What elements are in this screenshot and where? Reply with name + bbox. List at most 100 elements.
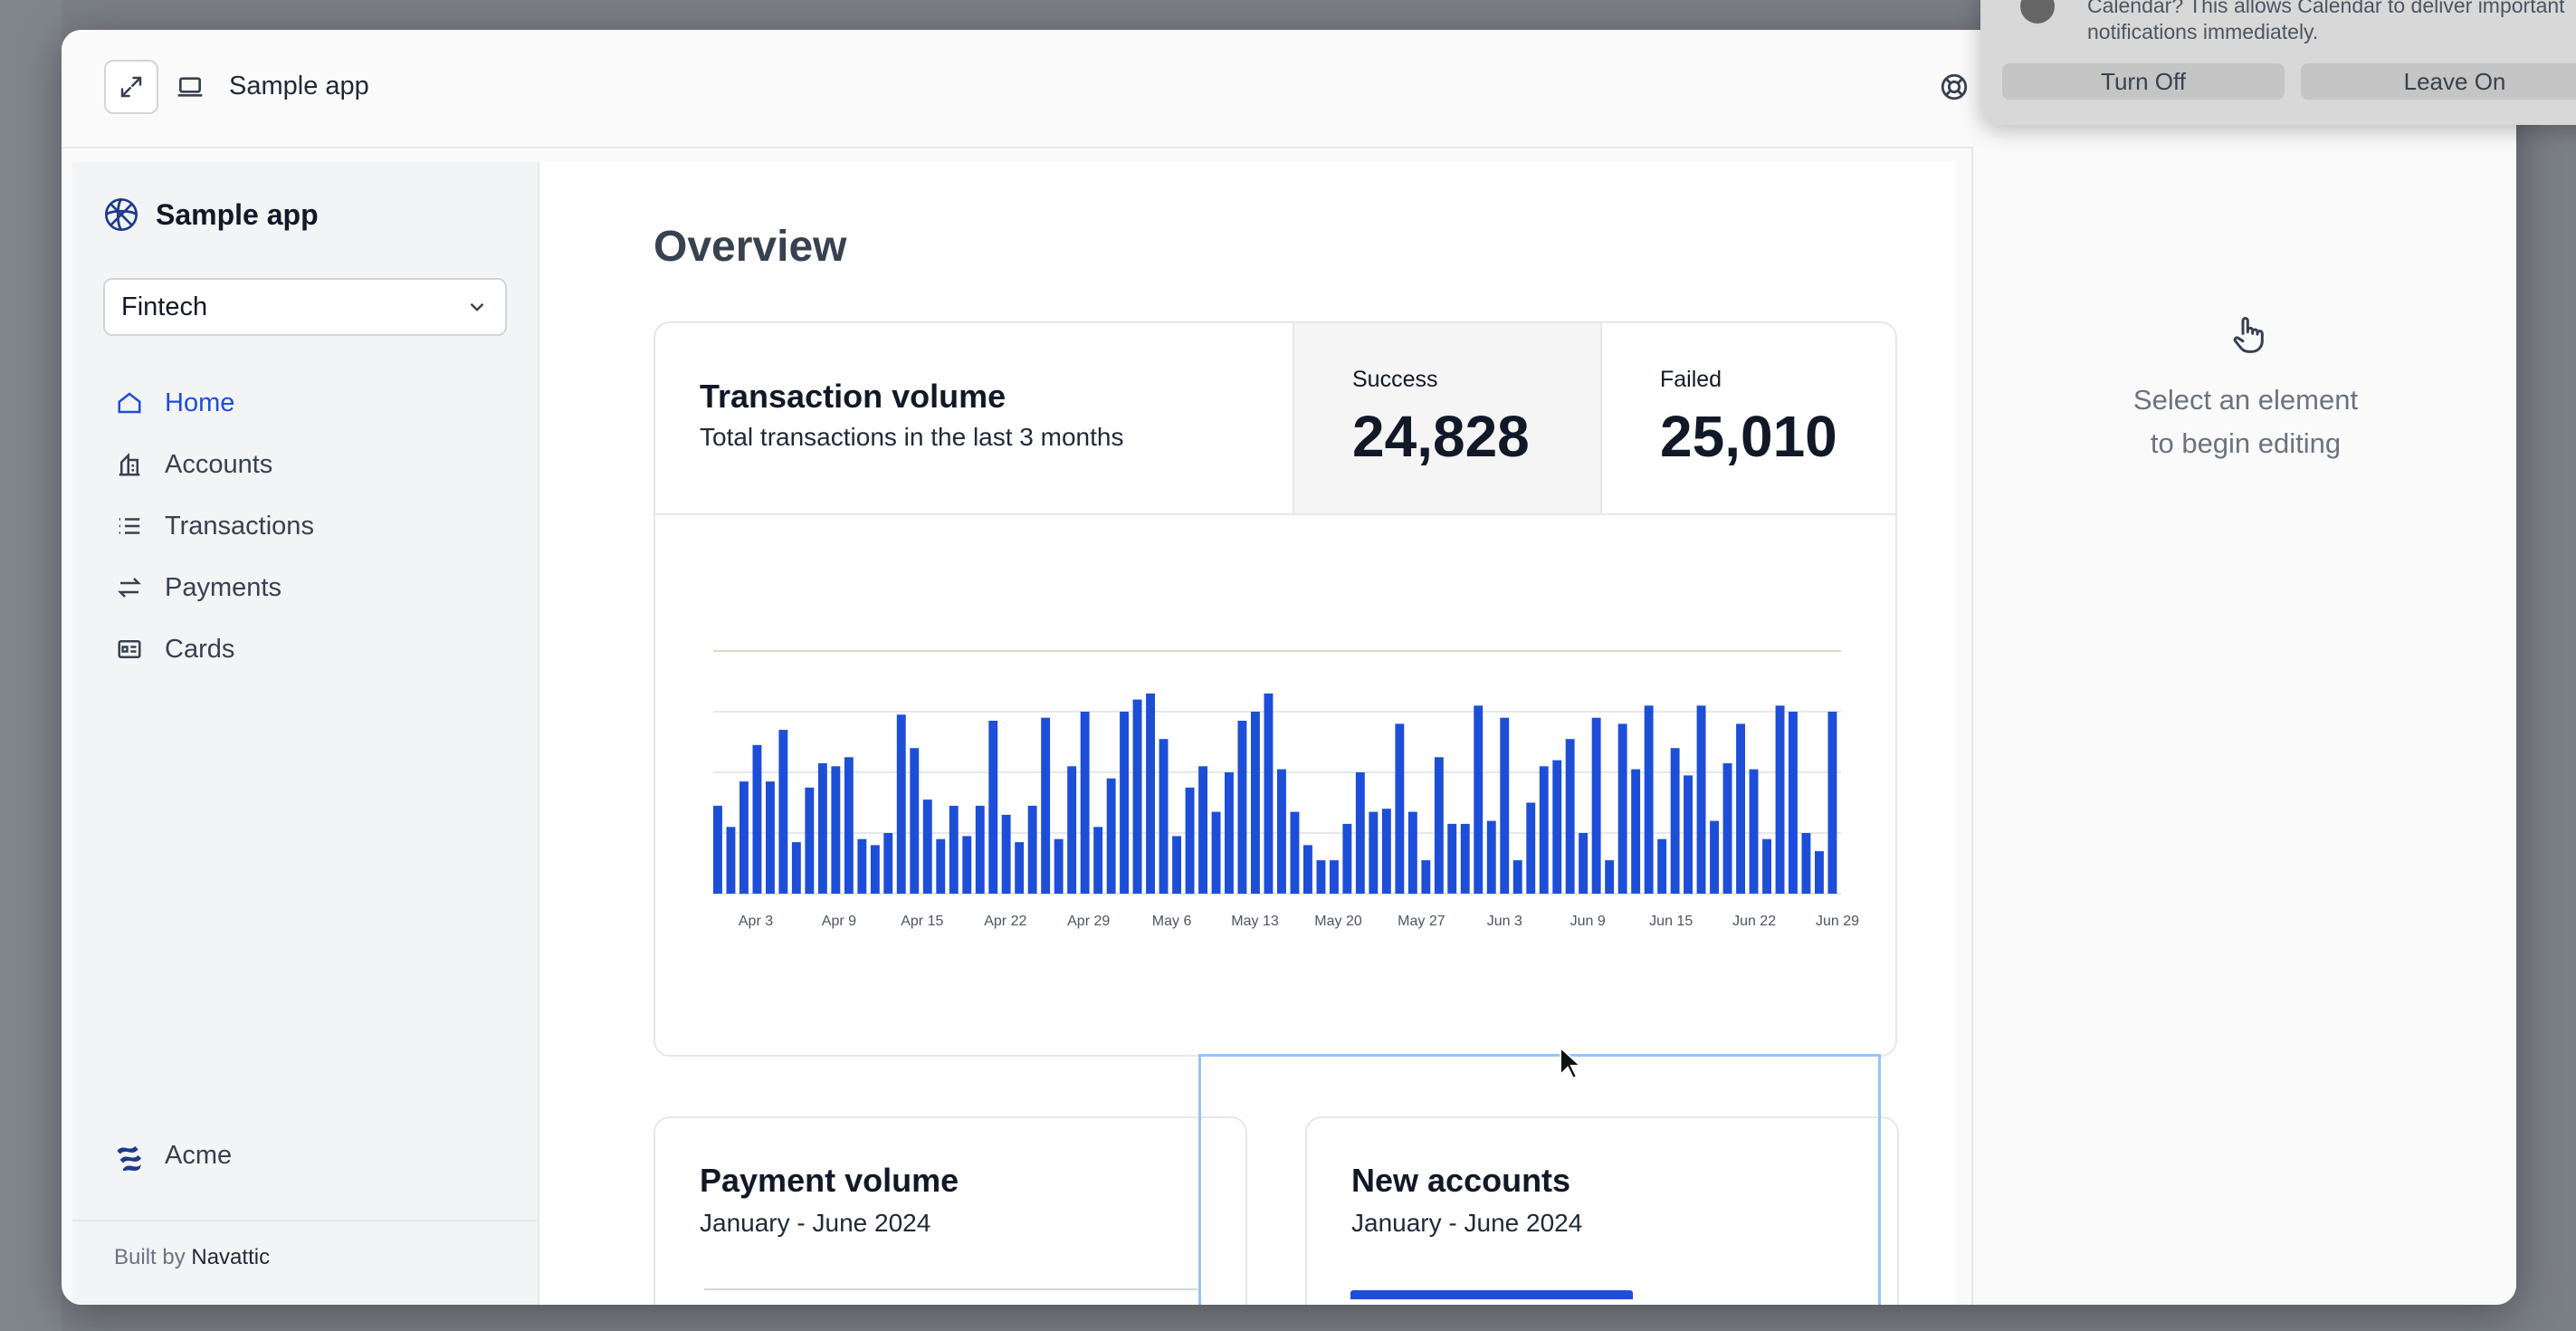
- chart-bar[interactable]: [1801, 833, 1811, 894]
- chart-bar[interactable]: [1500, 717, 1510, 894]
- chart-bar[interactable]: [1198, 766, 1207, 894]
- chart-bar[interactable]: [713, 805, 722, 894]
- payment-volume-card[interactable]: Payment volume January - June 2024: [654, 1116, 1247, 1305]
- chart-bar[interactable]: [910, 748, 920, 894]
- chart-bar[interactable]: [817, 763, 827, 894]
- lifebuoy-icon[interactable]: [1939, 72, 1970, 102]
- chart-bar[interactable]: [1407, 811, 1417, 895]
- chart-bar[interactable]: [1303, 845, 1312, 894]
- chart-bar[interactable]: [1172, 836, 1181, 894]
- chart-bar[interactable]: [1434, 757, 1444, 895]
- chart-bar[interactable]: [1762, 838, 1771, 894]
- chart-bar[interactable]: [1277, 769, 1286, 894]
- chart-bar[interactable]: [1605, 860, 1615, 894]
- sidebar-item-cards[interactable]: Cards: [114, 618, 314, 680]
- chart-bar[interactable]: [1512, 860, 1522, 894]
- chart-bar[interactable]: [1696, 705, 1706, 894]
- chart-bar[interactable]: [1447, 823, 1457, 894]
- chart-bar[interactable]: [1041, 717, 1051, 894]
- chart-bar[interactable]: [1015, 842, 1025, 894]
- chart-bar[interactable]: [1316, 860, 1326, 894]
- sidebar-item-payments[interactable]: Payments: [114, 557, 314, 618]
- chart-bar[interactable]: [1120, 712, 1129, 894]
- chart-bar[interactable]: [726, 827, 736, 894]
- chart-bar[interactable]: [752, 744, 762, 894]
- chart-bar[interactable]: [1526, 802, 1536, 895]
- chart-bar[interactable]: [1211, 811, 1221, 895]
- chart-bar[interactable]: [1460, 823, 1470, 894]
- chart-bar[interactable]: [1067, 766, 1077, 894]
- chart-bar[interactable]: [1644, 705, 1654, 894]
- built-by-link[interactable]: Navattic: [191, 1245, 271, 1269]
- chart-bar[interactable]: [1080, 712, 1090, 894]
- chart-bar[interactable]: [1710, 820, 1719, 894]
- chart-bar[interactable]: [1722, 763, 1732, 894]
- chart-bar[interactable]: [1579, 833, 1589, 894]
- chart-bar[interactable]: [1132, 699, 1142, 894]
- chart-bar[interactable]: [791, 842, 801, 894]
- chart-bar[interactable]: [1815, 851, 1824, 894]
- new-accounts-card[interactable]: New accounts January - June 2024: [1305, 1116, 1899, 1305]
- failed-stat[interactable]: Failed 25,010: [1600, 323, 1895, 513]
- chart-bar[interactable]: [1775, 705, 1785, 894]
- chart-bar[interactable]: [922, 800, 932, 894]
- chart-bar[interactable]: [870, 845, 880, 894]
- chart-bar[interactable]: [1027, 805, 1037, 894]
- workspace-select[interactable]: Fintech: [103, 278, 507, 336]
- chart-bar[interactable]: [1159, 739, 1169, 894]
- chart-bar[interactable]: [1552, 760, 1562, 894]
- chart-bar[interactable]: [1106, 778, 1116, 894]
- chart-bar[interactable]: [1093, 827, 1103, 894]
- chart-bar[interactable]: [1631, 769, 1641, 894]
- chart-bar[interactable]: [766, 781, 775, 895]
- chart-bar[interactable]: [1395, 723, 1405, 894]
- chart-bar[interactable]: [949, 805, 959, 894]
- org-switcher[interactable]: Acme: [114, 1140, 232, 1171]
- chart-bar[interactable]: [1565, 739, 1575, 894]
- chart-bar[interactable]: [1355, 772, 1365, 894]
- chart-bar[interactable]: [1251, 712, 1260, 894]
- chart-bar[interactable]: [988, 721, 998, 894]
- chart-bar[interactable]: [844, 757, 854, 895]
- chart-bar[interactable]: [1054, 838, 1064, 894]
- chart-bar[interactable]: [1290, 811, 1300, 895]
- chart-bar[interactable]: [1001, 814, 1011, 894]
- chart-bar[interactable]: [1827, 712, 1837, 894]
- chart-bar[interactable]: [1330, 860, 1339, 894]
- chart-bar[interactable]: [1185, 787, 1195, 895]
- chart-bar[interactable]: [936, 838, 946, 894]
- chart-bar[interactable]: [1670, 748, 1680, 894]
- chart-bar[interactable]: [1146, 693, 1155, 894]
- chart-bar[interactable]: [1684, 775, 1693, 895]
- sidebar-item-home[interactable]: Home: [114, 372, 314, 434]
- leave-on-button[interactable]: Leave On: [2301, 63, 2576, 100]
- turn-off-button[interactable]: Turn Off: [2002, 63, 2285, 100]
- chart-bar[interactable]: [1421, 860, 1431, 894]
- chart-bar[interactable]: [1237, 721, 1247, 894]
- chart-bar[interactable]: [1369, 811, 1379, 895]
- chart-bar[interactable]: [1591, 717, 1601, 894]
- chart-bar[interactable]: [778, 730, 788, 894]
- chart-bar[interactable]: [1381, 809, 1391, 894]
- chart-bar[interactable]: [896, 714, 906, 894]
- chart-bar[interactable]: [1657, 838, 1667, 894]
- chart-bar[interactable]: [1736, 723, 1745, 894]
- chart-bar[interactable]: [739, 781, 749, 895]
- chart-bar[interactable]: [1342, 823, 1352, 894]
- chart-bar[interactable]: [831, 766, 841, 894]
- chart-bar[interactable]: [1539, 766, 1549, 894]
- chart-bar[interactable]: [1225, 772, 1234, 894]
- chart-bar[interactable]: [1617, 723, 1627, 894]
- chart-bar[interactable]: [1264, 693, 1274, 894]
- chart-bar[interactable]: [857, 838, 867, 894]
- chart-bar[interactable]: [1789, 712, 1798, 894]
- chart-bar[interactable]: [1486, 820, 1496, 894]
- chart-bar[interactable]: [805, 787, 815, 895]
- transaction-volume-card[interactable]: Transaction volume Total transactions in…: [654, 321, 1897, 1057]
- success-stat[interactable]: Success 24,828: [1293, 323, 1600, 513]
- chart-bar[interactable]: [1749, 769, 1759, 894]
- sidebar-item-transactions[interactable]: Transactions: [114, 495, 314, 557]
- chart-bar[interactable]: [1474, 705, 1484, 894]
- sidebar-item-accounts[interactable]: Accounts: [114, 434, 314, 495]
- chart-bar[interactable]: [883, 833, 893, 894]
